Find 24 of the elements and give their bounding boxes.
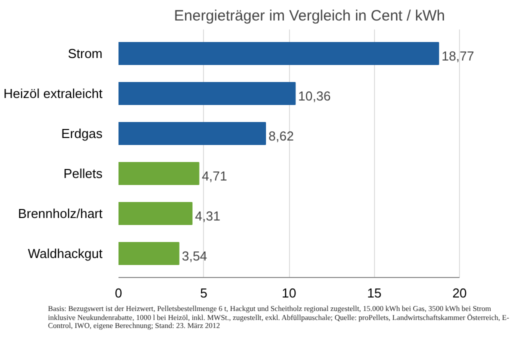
data-label: 4,31 [195,208,220,224]
data-label: 3,54 [182,248,208,264]
bar [118,202,192,225]
y-tick-label: Brennholz/hart [18,206,103,221]
data-label: 18,77 [442,48,474,64]
bar [118,242,180,265]
y-tick-label: Heizöl extraleicht [4,86,103,101]
bar [118,122,266,145]
y-tick-label: Erdgas [61,126,103,141]
x-tick-label: 15 [367,286,382,300]
x-tick-label: 20 [452,286,467,300]
data-label: 8,62 [268,128,294,144]
x-tick-label: 10 [282,286,296,300]
chart-title: Energieträger im Vergleich in Cent / kWh [174,8,445,24]
data-label: 4,71 [202,168,228,184]
data-label: 10,36 [298,88,331,104]
y-tick-label: Pellets [63,166,103,181]
y-tick-label: Strom [68,46,102,61]
x-tick-label: 0 [114,286,122,300]
bar [118,162,200,185]
y-tick-label: Waldhackgut [28,246,103,261]
x-tick-label: 5 [200,286,208,300]
bar [118,42,440,65]
bar [118,82,296,105]
